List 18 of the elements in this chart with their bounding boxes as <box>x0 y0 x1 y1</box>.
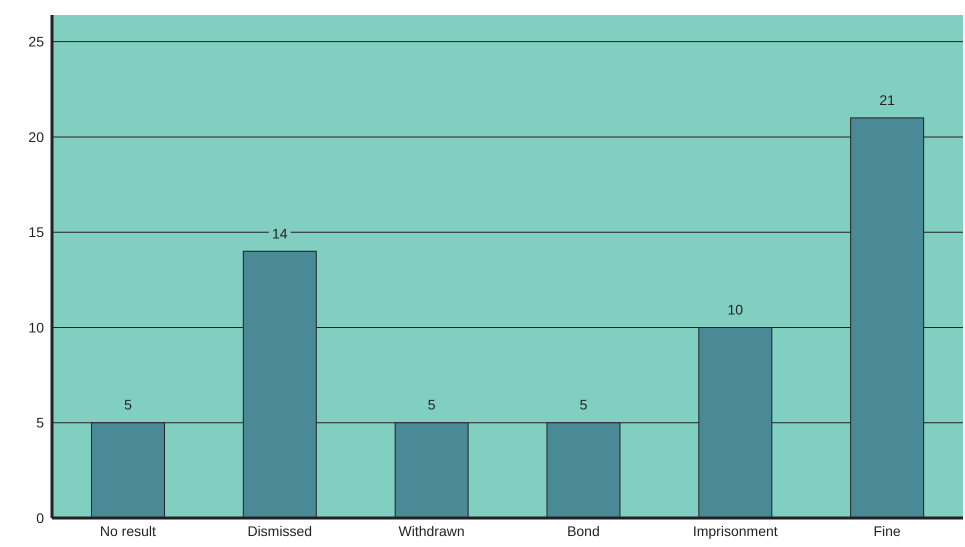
x-tick-label: Dismissed <box>247 522 312 539</box>
data-label: 5 <box>124 396 132 413</box>
y-tick-label: 15 <box>28 224 44 240</box>
y-tick-label: 5 <box>36 414 44 431</box>
y-tick-label: 20 <box>28 128 44 145</box>
data-label: 5 <box>428 396 436 413</box>
y-tick-label: 25 <box>28 34 44 50</box>
data-label: 5 <box>580 396 588 413</box>
x-tick-label: No result <box>100 522 156 539</box>
x-tick-label: Withdrawn <box>398 522 465 539</box>
data-label: 10 <box>728 301 744 318</box>
y-tick-label: 0 <box>36 510 44 526</box>
x-tick-label: Bond <box>567 522 600 539</box>
data-label: 21 <box>879 92 896 108</box>
x-tick-label: Fine <box>873 522 901 539</box>
x-tick-label: Imprisonment <box>692 522 778 539</box>
y-tick-label: 10 <box>28 319 44 336</box>
data-label: 14 <box>272 225 288 242</box>
